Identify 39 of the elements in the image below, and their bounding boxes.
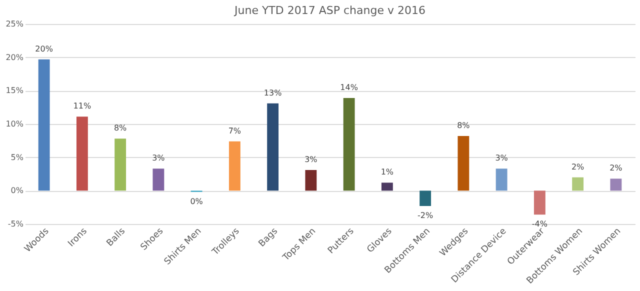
y-tick-label: 10% [6,120,24,128]
data-label: 14% [340,83,358,92]
y-tick-label: 15% [6,86,24,96]
data-label: -4% [532,220,548,229]
bar [572,177,584,191]
bar [114,138,126,191]
bar [381,182,393,191]
bar [496,168,508,191]
data-label: 8% [457,121,470,130]
data-label: 8% [114,124,128,133]
y-tick-label: -5% [8,220,24,228]
data-label: 2% [610,164,623,173]
bar [228,141,240,191]
bar [534,190,546,215]
data-label: 11% [73,102,92,111]
bar [305,170,317,191]
bar [610,178,622,191]
data-label: 13% [264,88,282,98]
data-label: 3% [304,155,318,164]
y-tick-label: 20% [6,52,24,62]
y-tick-label: 5% [10,152,24,162]
bar [152,168,164,191]
data-label: 0% [190,197,204,206]
bar [76,116,88,191]
data-label: 2% [571,162,585,172]
bar [420,190,432,206]
data-label: 1% [380,168,394,177]
data-label: -2% [418,211,434,220]
bar [343,98,355,191]
chart-title: June YTD 2017 ASP change v 2016 [234,4,426,17]
data-label: 3% [152,154,166,163]
bar [267,103,279,191]
data-label: 7% [228,126,242,136]
data-label: 20% [35,44,54,54]
y-tick-label: 25% [6,20,24,28]
bar [38,59,50,191]
bar [458,136,470,191]
y-tick-label: 0% [10,186,24,196]
data-label: 3% [495,154,508,163]
